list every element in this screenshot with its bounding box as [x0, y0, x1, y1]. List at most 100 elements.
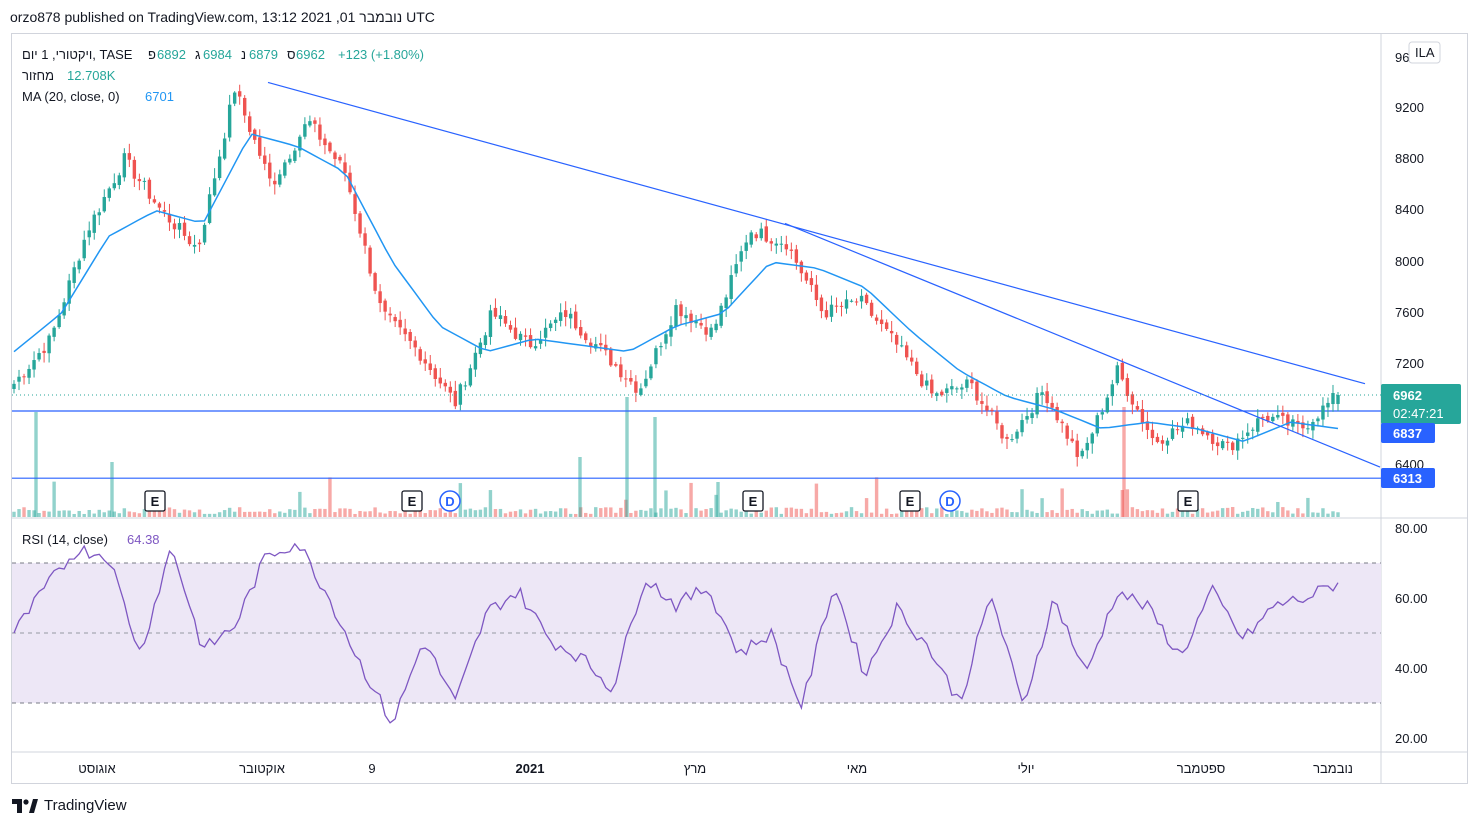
candle-body [1035, 392, 1039, 415]
volume-bar [328, 477, 332, 517]
volume-bar [1160, 508, 1165, 517]
volume-spike [110, 462, 114, 517]
rsi-tick: 60.00 [1395, 591, 1428, 606]
volume-bar [1271, 512, 1275, 517]
volume-spike [625, 397, 629, 517]
candle-body [323, 138, 327, 146]
candle-body [975, 381, 979, 401]
candle-body [1145, 421, 1150, 430]
trendline[interactable] [784, 222, 1381, 468]
time-tick: אוקטובר [239, 761, 285, 776]
candle-body [1276, 414, 1280, 418]
candle-body [1080, 450, 1084, 457]
volume-bar [403, 507, 407, 517]
candle-body [839, 305, 844, 307]
candle-body [894, 334, 899, 345]
time-tick: מאי [847, 761, 867, 776]
volume-bar [428, 510, 432, 517]
candle-body [558, 312, 563, 321]
candle-body [1140, 409, 1145, 423]
volume-bar [212, 513, 217, 517]
volume-bar [824, 511, 829, 517]
candle-body [854, 301, 859, 303]
volume-bar [980, 508, 984, 517]
volume-bar [563, 508, 568, 517]
volume-bar [945, 513, 949, 517]
level-label-2 [1381, 468, 1435, 488]
candle-body [1060, 421, 1064, 424]
candle-body [82, 239, 86, 259]
time-tick: 2021 [516, 761, 545, 776]
candle-body [869, 302, 874, 316]
candle-body [528, 335, 533, 348]
candle-body [1331, 393, 1335, 405]
candle-body [1070, 438, 1074, 442]
candle-body [654, 348, 658, 365]
volume-bar [1331, 511, 1335, 517]
candle-body [77, 260, 81, 270]
candle-body [1050, 402, 1054, 408]
currency-badge[interactable] [1408, 41, 1441, 64]
volume-bar [323, 508, 327, 517]
candle-body [383, 300, 387, 312]
candle-body [1256, 418, 1260, 432]
candle-body [915, 361, 919, 375]
candle-body [518, 333, 523, 341]
candle-body [1125, 378, 1130, 396]
candle-body [1105, 397, 1110, 413]
volume-bar [202, 513, 207, 517]
candle-body [739, 251, 743, 262]
candle-body [303, 124, 307, 137]
volume-bar [177, 512, 182, 517]
trendlines[interactable] [267, 81, 1381, 468]
candle-body [1170, 428, 1175, 439]
volume-bar [1306, 497, 1310, 517]
price-tick: 9200 [1395, 100, 1424, 115]
dividend-marker[interactable] [439, 490, 461, 512]
candle-body [212, 178, 217, 196]
candle-body [523, 335, 528, 337]
candle-body [97, 212, 101, 216]
volume-bar [1020, 489, 1024, 517]
price-axis: 96 9200 8800 8400 8000 7600 7200 6400 [1395, 50, 1424, 472]
volume-bar [268, 509, 272, 517]
earnings-marker[interactable] [742, 490, 764, 512]
volume-bar [1125, 489, 1130, 517]
volume-bar [1220, 508, 1225, 517]
candle-body [1301, 422, 1305, 429]
earnings-marker[interactable] [144, 490, 166, 512]
volume-bar [232, 511, 237, 517]
volume-bar [960, 511, 964, 517]
volume-bar [172, 509, 177, 517]
candle-body [829, 304, 834, 317]
volume-bar [17, 509, 21, 517]
volume-bar [503, 513, 508, 517]
time-tick: ספטמבר [1177, 761, 1225, 776]
chart-frame[interactable] [11, 33, 1468, 784]
candle-body [664, 334, 668, 344]
earnings-marker[interactable] [899, 490, 921, 512]
dividend-marker[interactable] [939, 490, 961, 512]
trendline[interactable] [267, 81, 1366, 385]
earnings-marker[interactable] [401, 490, 423, 512]
candle-body [27, 368, 31, 378]
volume-bar [809, 508, 814, 517]
earnings-marker[interactable] [1177, 490, 1199, 512]
volume-bar [879, 513, 884, 517]
volume-bar [1155, 512, 1160, 517]
footer[interactable]: TradingView [12, 797, 127, 814]
volume-bar [523, 513, 528, 517]
candle-body [433, 368, 437, 379]
candle-body [624, 378, 628, 380]
candle-body [268, 162, 272, 179]
volume-bar [488, 490, 493, 517]
candle-body [273, 180, 277, 185]
volume-bar [353, 513, 357, 517]
candle-body [413, 340, 417, 348]
legend-change: +123 (+1.80%) [338, 47, 424, 62]
volume-bar [1190, 513, 1195, 517]
volume-bar [573, 513, 578, 517]
level-label-1 [1381, 423, 1435, 443]
